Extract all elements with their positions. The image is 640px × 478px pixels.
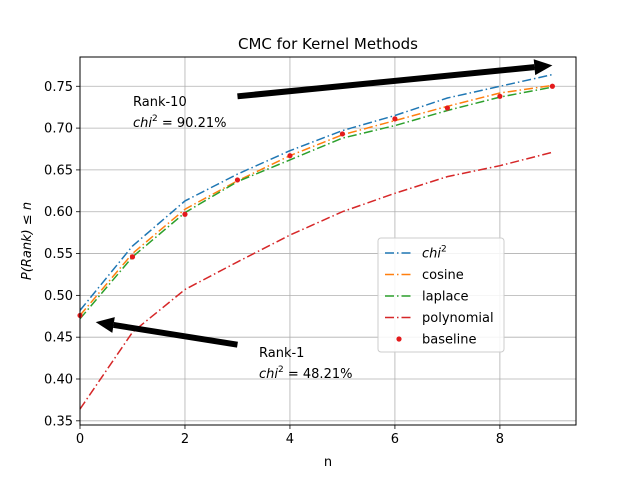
legend-label: chi2 (422, 245, 447, 262)
annotation-arrows (95, 59, 553, 348)
chart-title: CMC for Kernel Methods (238, 35, 418, 53)
x-axis-ticks: 0 2 4 6 8 (76, 425, 504, 447)
legend-label: polynomial (422, 311, 494, 326)
arrow-shaft (113, 321, 238, 348)
y-tick-label: 0.45 (44, 331, 73, 346)
arrow-head (95, 317, 115, 333)
y-tick-label: 0.55 (44, 247, 73, 262)
annotation-title: Rank-1 (259, 346, 304, 361)
y-tick-label: 0.50 (44, 289, 73, 304)
baseline-point (339, 131, 346, 137)
baseline-point (182, 211, 188, 217)
legend-box (377, 237, 505, 353)
annotations: Rank-10 chi2 = 90.21% Rank-1 chi2 = 48.21% (133, 95, 352, 382)
x-tick-label: 0 (76, 432, 84, 447)
baseline-points (77, 83, 555, 319)
series-line-chi (79, 73, 553, 311)
plot-frame (79, 56, 577, 426)
series-line-laplace (79, 86, 553, 320)
x-axis-label: n (324, 455, 332, 470)
y-tick-label: 0.35 (44, 414, 73, 429)
baseline-point (549, 83, 555, 89)
y-tick-label: 0.70 (44, 122, 73, 137)
baseline-point (129, 254, 136, 260)
baseline-point (392, 116, 398, 122)
y-tick-label: 0.60 (44, 205, 73, 220)
x-tick-label: 2 (181, 432, 189, 447)
y-axis-label: P(Rank) ≤ n (20, 202, 35, 280)
legend: chi2 cosine laplace polynomial baseline (377, 237, 505, 353)
arrow-head (533, 59, 553, 76)
y-axis-ticks: 0.35 0.40 0.45 0.50 0.55 0.60 0.65 0.70 0.75 (44, 80, 80, 429)
baseline-point (287, 153, 293, 159)
x-tick-label: 6 (391, 432, 399, 447)
baseline-point (497, 93, 503, 99)
x-tick-label: 8 (496, 432, 504, 447)
legend-label: laplace (422, 290, 469, 305)
annotation-value: chi2 = 90.21% (133, 114, 226, 131)
x-tick-label: 4 (286, 432, 294, 447)
baseline-point (234, 177, 241, 183)
legend-label: baseline (422, 333, 476, 348)
baseline-point (444, 105, 451, 111)
y-tick-label: 0.75 (44, 80, 73, 95)
series-lines (79, 73, 553, 410)
legend-marker (396, 336, 402, 342)
series-line-cosine (79, 84, 553, 316)
legend-label: cosine (422, 268, 464, 283)
y-tick-label: 0.40 (44, 373, 73, 388)
annotation-title: Rank-10 (133, 95, 187, 110)
annotation-value: chi2 = 48.21% (259, 365, 352, 382)
y-tick-label: 0.65 (44, 163, 73, 178)
arrow-shaft (237, 64, 535, 100)
